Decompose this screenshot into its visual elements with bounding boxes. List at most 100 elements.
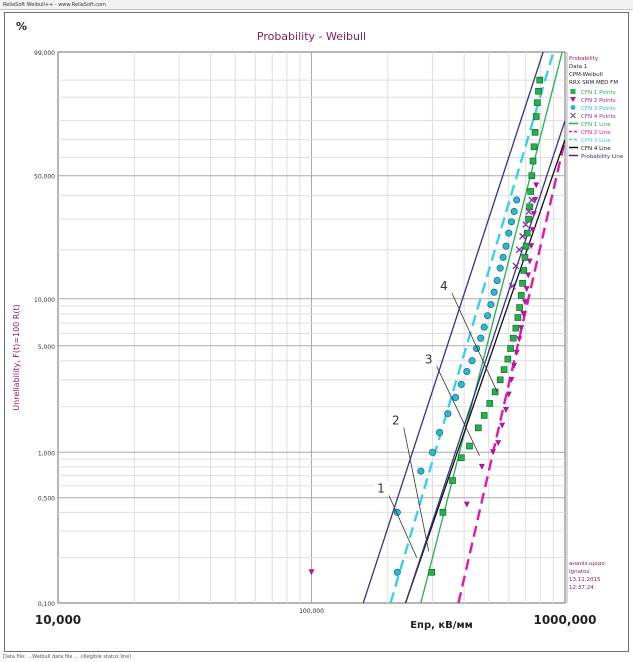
y-tick-label: 99,000: [34, 50, 55, 57]
legend-footer: 12:37:24: [569, 585, 594, 591]
data-point: [463, 367, 471, 376]
data-point: [468, 357, 476, 365]
data-point: [526, 258, 533, 265]
data-point: [519, 232, 527, 240]
data-point: [463, 501, 470, 508]
data-point: [534, 99, 541, 106]
data-point: [529, 227, 536, 234]
data-point: [491, 388, 499, 396]
data-point: [511, 362, 518, 369]
annotation-leader: [451, 292, 498, 393]
data-point: [521, 299, 528, 306]
data-point: [428, 448, 437, 456]
data-point: [530, 143, 538, 151]
annotation-label: 4: [440, 279, 448, 293]
data-point: [525, 208, 533, 216]
data-point: [428, 568, 436, 576]
legend-symbol: [570, 89, 576, 94]
data-point: [507, 218, 516, 226]
data-point: [436, 429, 444, 437]
annotation-label: 2: [392, 413, 400, 427]
legend-entry: CFN 3 Points: [581, 106, 616, 112]
data-point: [499, 422, 506, 429]
data-point: [526, 203, 533, 211]
data-point: [475, 424, 482, 432]
x-tick-label: 10,000: [35, 613, 81, 627]
data-point: [466, 442, 473, 450]
data-point: [514, 314, 522, 321]
legend-entry: CFN 4 Line: [581, 146, 611, 152]
data-point: [502, 242, 510, 250]
data-point: [528, 172, 536, 180]
data-point: [505, 229, 513, 237]
data-point: [502, 407, 509, 414]
annotation-leader: [436, 366, 480, 456]
series-line: [457, 139, 565, 603]
data-point: [536, 76, 544, 84]
chart-title: Probability - Weibull: [257, 30, 366, 43]
series-line: [404, 139, 565, 603]
data-point: [484, 312, 492, 320]
data-point: [527, 188, 534, 195]
data-point: [520, 267, 528, 274]
data-point: [516, 336, 523, 343]
data-point: [487, 300, 495, 309]
data-point: [451, 393, 460, 401]
data-point: [499, 253, 507, 261]
data-point: [513, 196, 521, 204]
data-point: [493, 277, 501, 285]
data-point: [522, 221, 530, 228]
legend-footer: 13.11.2015: [569, 577, 601, 583]
legend-footer: аналіз щодо: [569, 561, 605, 567]
y-tick-label: 50,000: [34, 174, 55, 181]
data-point: [308, 569, 315, 576]
data-point: [490, 449, 497, 456]
legend-header: CPM-Weibull: [569, 72, 603, 78]
data-point: [496, 376, 504, 384]
data-point: [523, 286, 530, 293]
legend-entry: CFN 2 Line: [581, 130, 611, 136]
data-point: [507, 345, 514, 352]
data-point: [525, 272, 532, 279]
annotation-leader: [388, 495, 418, 558]
x-tick-label: 100,000: [299, 608, 324, 615]
x-tick-label: 1000,000: [533, 613, 596, 627]
legend-symbol: [570, 105, 576, 110]
title-bar: ReliaSoft Weibull++ - www.ReliaSoft.com: [0, 0, 633, 10]
data-point: [525, 215, 532, 223]
data-point: [529, 157, 537, 165]
annotation-bg: [372, 481, 389, 496]
data-point: [458, 454, 465, 462]
percent-label: %: [16, 20, 27, 33]
data-point: [508, 376, 515, 383]
data-point: [478, 463, 485, 470]
data-point: [515, 246, 523, 254]
legend-footer: Ignatov: [569, 569, 590, 575]
legend-header: RRX SRM MED FM: [569, 80, 618, 86]
data-point: [528, 243, 535, 250]
data-point: [512, 324, 520, 332]
data-point: [522, 242, 530, 250]
annotation-bg: [420, 352, 437, 367]
annotation-label: 3: [425, 352, 433, 366]
y-tick-label: 1,000: [38, 450, 55, 457]
legend-entry: CFN 1 Points: [581, 90, 616, 96]
legend-entry: CFN 3 Line: [581, 138, 611, 144]
data-point: [518, 325, 525, 332]
data-point: [509, 334, 517, 342]
data-point: [480, 323, 488, 331]
data-point: [457, 380, 465, 388]
data-point: [490, 288, 498, 296]
data-point: [520, 311, 527, 318]
data-point: [504, 355, 512, 363]
data-point: [393, 568, 401, 576]
series-line: [389, 52, 555, 603]
x-axis-label: Eпр, кВ/мм: [410, 620, 473, 631]
data-point: [477, 334, 485, 342]
data-point: [495, 440, 502, 447]
data-point: [512, 262, 520, 270]
data-point: [521, 254, 529, 261]
series-line: [362, 52, 544, 603]
legend-header: Probability: [569, 56, 599, 62]
